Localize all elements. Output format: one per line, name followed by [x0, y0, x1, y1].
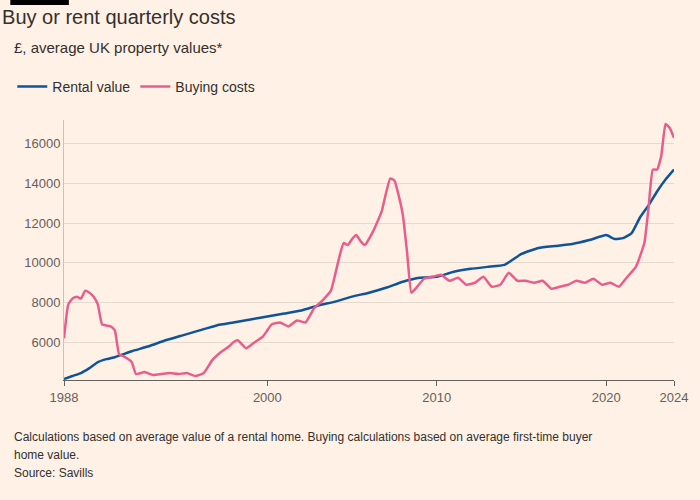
svg-text:£, average UK property values*: £, average UK property values* [14, 39, 223, 56]
svg-text:8000: 8000 [31, 295, 60, 310]
svg-text:Source: Savills: Source: Savills [14, 466, 93, 480]
svg-text:Calculations based on average: Calculations based on average value of a… [14, 430, 592, 444]
svg-text:10000: 10000 [24, 255, 60, 270]
svg-text:6000: 6000 [31, 335, 60, 350]
svg-text:14000: 14000 [24, 176, 60, 191]
svg-text:1988: 1988 [50, 390, 79, 405]
svg-text:home value.: home value. [14, 448, 79, 462]
svg-text:16000: 16000 [24, 136, 60, 151]
svg-text:2000: 2000 [253, 390, 282, 405]
svg-text:Rental value: Rental value [52, 79, 130, 95]
svg-text:Buying costs: Buying costs [175, 79, 254, 95]
svg-text:2024: 2024 [660, 390, 689, 405]
svg-text:Buy or rent quarterly costs: Buy or rent quarterly costs [2, 6, 235, 28]
svg-text:2020: 2020 [592, 390, 621, 405]
svg-text:2010: 2010 [422, 390, 451, 405]
svg-text:12000: 12000 [24, 216, 60, 231]
